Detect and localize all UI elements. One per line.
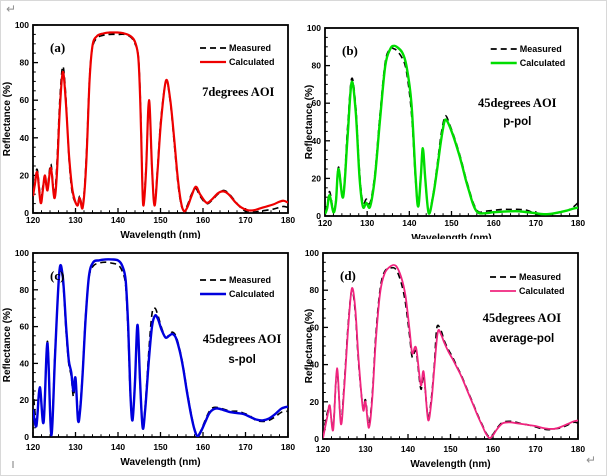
x-axis-tick-label: 140 — [111, 442, 125, 452]
y-axis-tick-label: 60 — [20, 322, 30, 332]
x-axis-tick-label: 130 — [68, 215, 82, 225]
x-axis-tick-label: 130 — [68, 442, 82, 452]
y-axis-tick-label: 20 — [312, 173, 322, 183]
legend-calculated-label: Calculated — [229, 289, 275, 299]
y-axis-tick-label: 100 — [307, 23, 321, 33]
x-axis-tick-label: 160 — [486, 444, 500, 454]
panel-letter: (d) — [340, 268, 356, 283]
legend-measured-label: Measured — [229, 275, 271, 285]
annotation-polarization: average-pol — [490, 333, 555, 345]
annotation-polarization: p-pol — [503, 116, 531, 128]
x-axis-tick-label: 160 — [196, 442, 210, 452]
x-axis-tick-label: 150 — [444, 218, 458, 228]
panel-a-reflectance-chart: 120 130 140 150 160 170 180 0 20 40 60 80 100 Wavelen… — [1, 1, 304, 239]
annotation-aoi: 45degrees AOI — [478, 96, 557, 110]
x-axis-tick-label: 150 — [443, 444, 457, 454]
x-axis-title: Wavelength (nm) — [411, 233, 491, 239]
y-axis-tick-label: 80 — [310, 285, 320, 295]
panel-letter: (a) — [50, 40, 65, 55]
x-axis-tick-label: 170 — [529, 218, 543, 228]
x-axis-title: Wavelength (nm) — [410, 459, 490, 470]
x-axis-tick-label: 120 — [316, 444, 330, 454]
y-axis-tick-label: 0 — [24, 432, 29, 442]
y-axis-tick-label: 20 — [310, 397, 320, 407]
x-axis-tick-label: 150 — [153, 442, 167, 452]
x-axis-tick-label: 120 — [318, 218, 332, 228]
x-axis-tick-label: 170 — [238, 215, 252, 225]
panel-letter: (b) — [342, 43, 358, 58]
annotation-aoi: 45degrees AOI — [203, 332, 282, 346]
y-axis-tick-label: 80 — [20, 58, 30, 68]
chart-canvas-c: 120 130 140 150 160 170 180 0 20 40 60 80 100 Wavelen… — [2, 248, 295, 468]
x-axis-tick-label: 120 — [26, 442, 40, 452]
legend-calculated-label: Calculated — [520, 58, 566, 68]
x-axis-tick-label: 130 — [360, 218, 374, 228]
x-axis-tick-label: 130 — [358, 444, 372, 454]
annotation-aoi: 7degrees AOI — [202, 85, 274, 99]
x-axis-tick-label: 140 — [401, 444, 415, 454]
plot-frame — [324, 27, 579, 217]
paragraph-return-mark-top-left: ↵ — [6, 2, 17, 16]
x-axis-tick-label: 140 — [111, 215, 125, 225]
y-axis-title: Reflectance (%) — [2, 308, 13, 382]
legend-measured-label: Measured — [519, 272, 561, 282]
y-axis-tick-label: 20 — [20, 170, 30, 180]
x-axis-tick-label: 140 — [402, 218, 416, 228]
panel-b-reflectance-chart: 120 130 140 150 160 170 180 0 20 40 60 80 100 Wavelen… — [304, 1, 606, 239]
y-axis-title: Reflectance (%) — [304, 309, 315, 383]
y-axis-tick-label: 40 — [20, 133, 30, 143]
y-axis-tick-label: 40 — [312, 136, 322, 146]
x-axis-title: Wavelength (nm) — [120, 457, 200, 468]
y-axis-tick-label: 100 — [15, 20, 29, 30]
x-axis-title: Wavelength (nm) — [120, 230, 200, 239]
calculated-curve — [33, 258, 288, 437]
y-axis-tick-label: 0 — [316, 211, 321, 221]
cursor-mark-bottom-left — [12, 461, 14, 468]
panel-c-reflectance-chart: 120 130 140 150 160 170 180 0 20 40 60 80 100 Wavelen… — [1, 239, 304, 475]
y-axis-title: Reflectance (%) — [2, 82, 13, 156]
y-axis-tick-label: 20 — [20, 395, 30, 405]
y-axis-tick-label: 40 — [310, 360, 320, 370]
x-axis-tick-label: 170 — [528, 444, 542, 454]
paragraph-return-mark-bottom-right: ↵ — [586, 453, 597, 467]
panel-d-reflectance-chart: 120 130 140 150 160 170 180 0 20 40 60 80 100 Wavelen… — [304, 239, 606, 475]
x-axis-tick-label: 180 — [571, 444, 585, 454]
x-axis-tick-label: 120 — [26, 215, 40, 225]
y-axis-title: Reflectance (%) — [304, 85, 315, 159]
panel-letter: (c) — [50, 268, 64, 283]
x-axis-tick-label: 180 — [281, 442, 295, 452]
calculated-curve — [323, 263, 578, 439]
y-axis-tick-label: 60 — [312, 98, 322, 108]
y-axis-tick-label: 100 — [305, 248, 319, 258]
y-axis-tick-label: 100 — [15, 248, 29, 258]
y-axis-tick-label: 60 — [310, 322, 320, 332]
legend-measured-label: Measured — [229, 43, 271, 53]
x-axis-tick-label: 150 — [153, 215, 167, 225]
y-axis-tick-label: 60 — [20, 95, 30, 105]
legend-measured-label: Measured — [520, 44, 562, 54]
legend-calculated-label: Calculated — [519, 286, 565, 296]
chart-canvas-b: 120 130 140 150 160 170 180 0 20 40 60 80 100 Wavelen… — [304, 23, 585, 239]
y-axis-tick-label: 40 — [20, 358, 30, 368]
calculated-curve — [325, 44, 578, 216]
legend-calculated-label: Calculated — [229, 57, 275, 67]
annotation-aoi: 45degrees AOI — [483, 311, 562, 325]
x-axis-tick-label: 180 — [571, 218, 585, 228]
x-axis-tick-label: 170 — [238, 442, 252, 452]
chart-canvas-d: 120 130 140 150 160 170 180 0 20 40 60 80 100 Wavelen… — [304, 248, 585, 470]
annotation-polarization: s-pol — [228, 354, 255, 366]
y-axis-tick-label: 80 — [312, 61, 322, 71]
y-axis-tick-label: 0 — [24, 208, 29, 218]
y-axis-tick-label: 80 — [20, 285, 30, 295]
x-axis-tick-label: 160 — [196, 215, 210, 225]
x-axis-tick-label: 180 — [281, 215, 295, 225]
chart-canvas-a: 120 130 140 150 160 170 180 0 20 40 60 80 100 Wavelen… — [2, 20, 295, 239]
calculated-curve — [33, 31, 288, 213]
y-axis-tick-label: 0 — [314, 434, 319, 444]
x-axis-tick-label: 160 — [487, 218, 501, 228]
